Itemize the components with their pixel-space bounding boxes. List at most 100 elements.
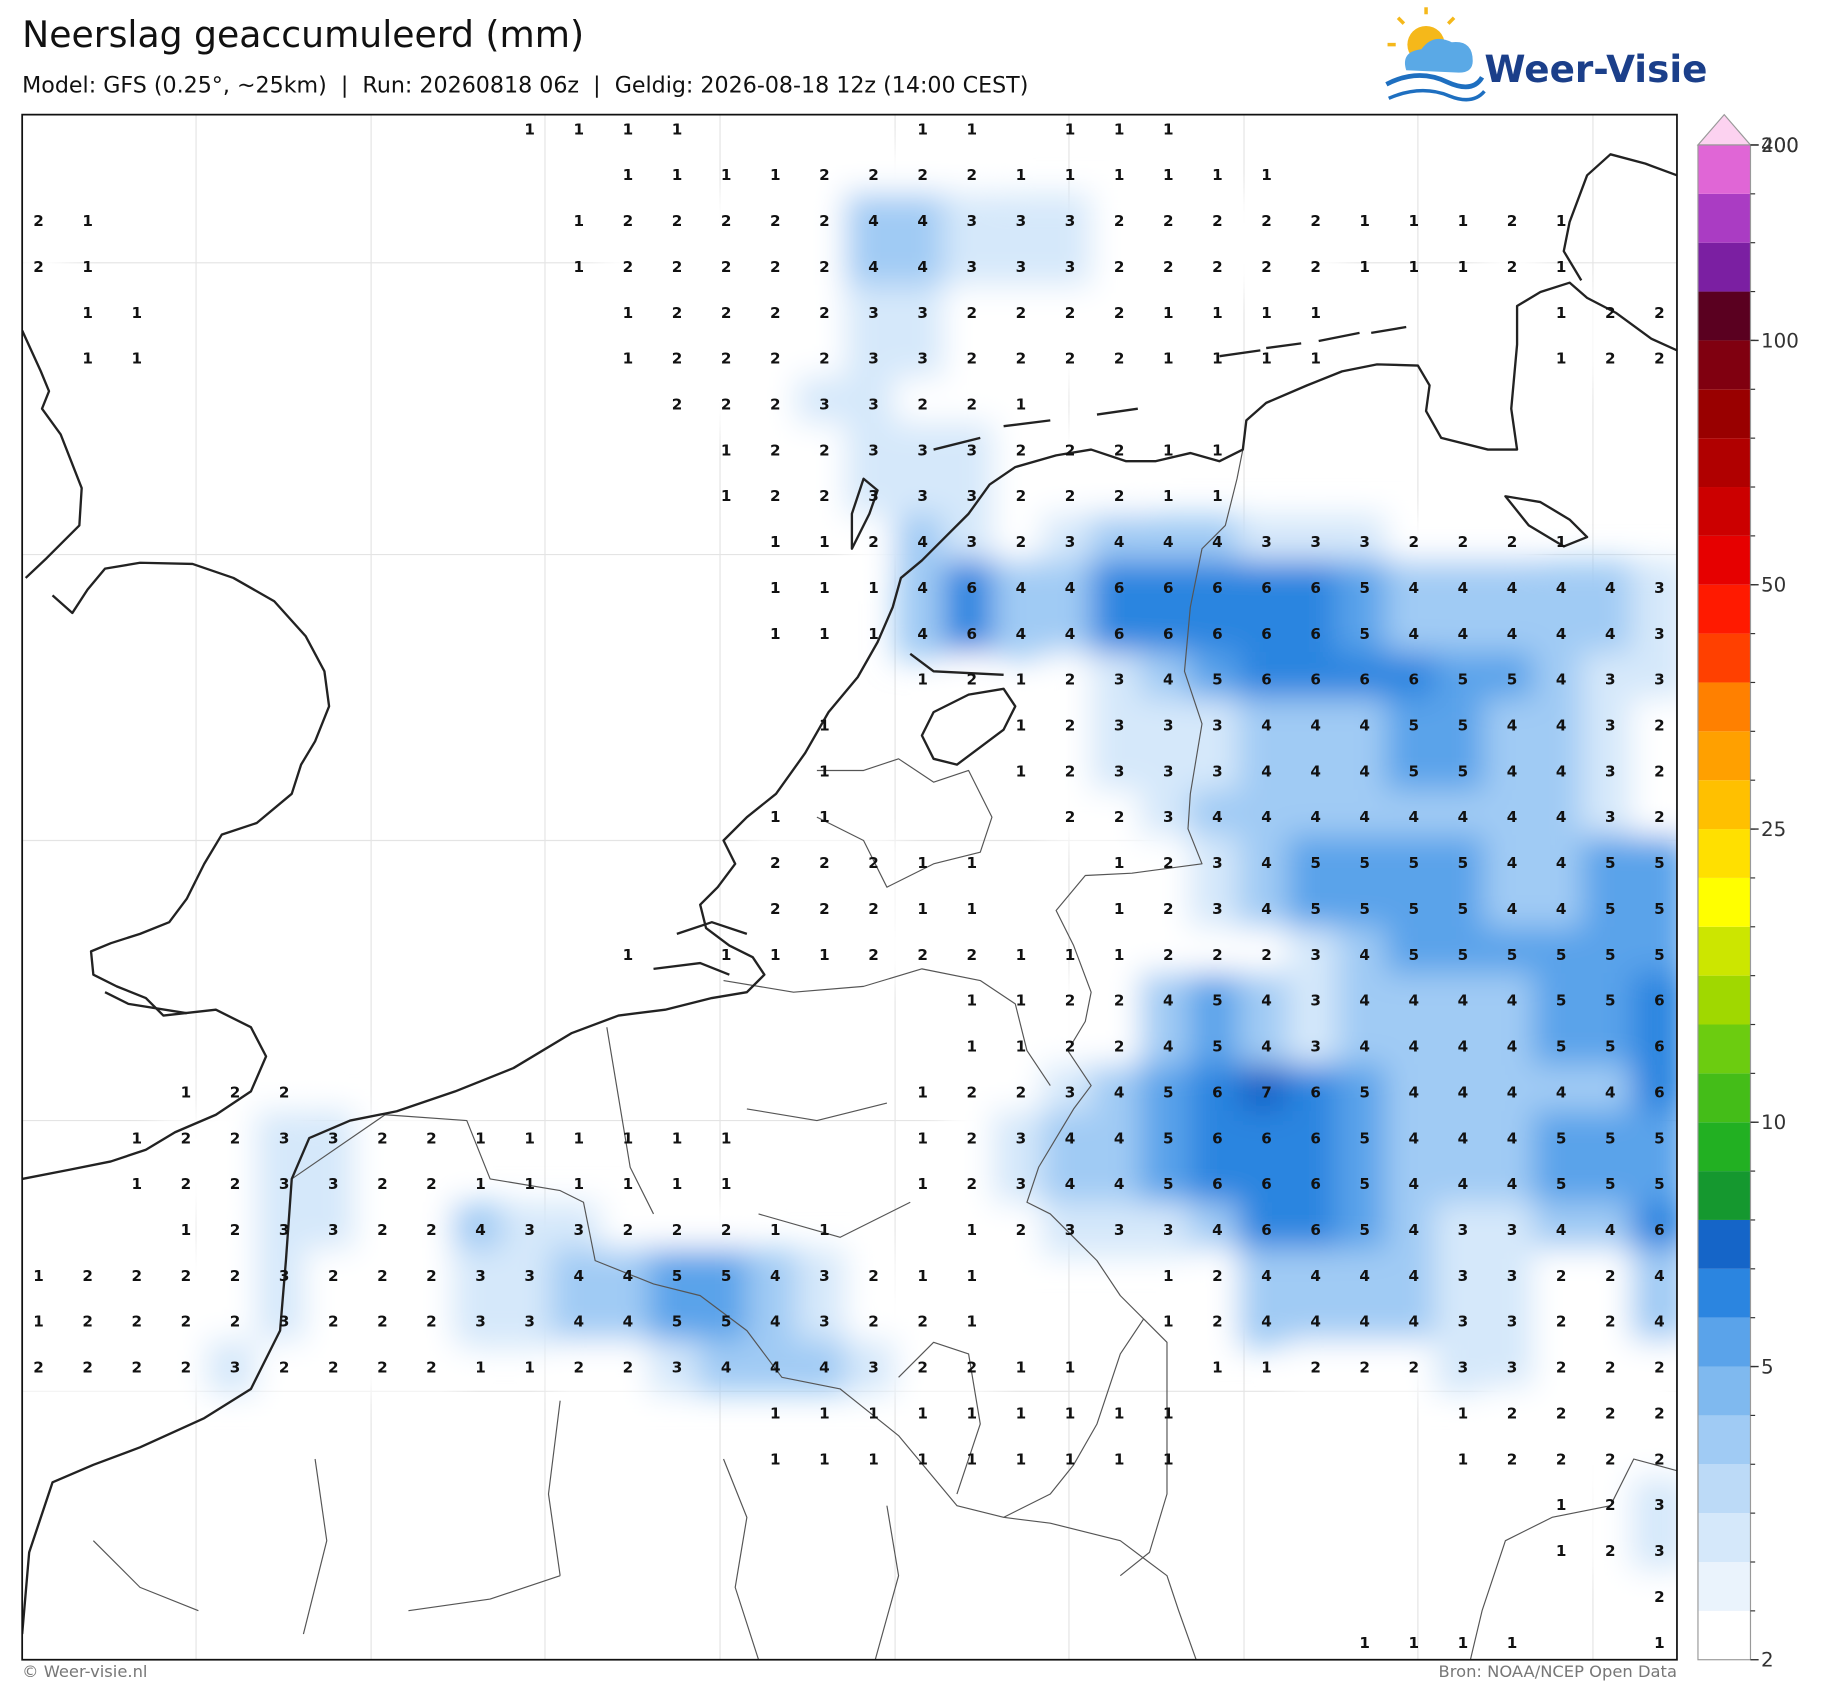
grid-value: 2: [574, 1359, 585, 1377]
precip-cell: [845, 1248, 902, 1303]
grid-value: 3: [917, 487, 928, 505]
precip-cell: [206, 1202, 263, 1257]
grid-value: 2: [770, 854, 781, 872]
grid-value: 4: [819, 1359, 830, 1377]
precip-cell: [1631, 743, 1677, 798]
grid-value: 2: [33, 258, 44, 276]
precip-cell: [1434, 514, 1491, 569]
grid-value: 2: [1065, 671, 1076, 689]
grid-value: 2: [868, 1313, 879, 1331]
grid-value: 5: [1409, 900, 1420, 918]
grid-value: 4: [1261, 854, 1272, 872]
precip-cell: [1041, 743, 1099, 798]
grid-value: 5: [1458, 946, 1469, 964]
precip-cell: [354, 1248, 411, 1303]
precip-cell: [1582, 973, 1639, 1027]
grid-value: 5: [1163, 1175, 1174, 1193]
grid-value: 4: [1261, 1267, 1272, 1285]
grid-value: 5: [1310, 854, 1321, 872]
grid-value: 4: [1507, 1083, 1518, 1101]
precip-cell: [649, 1248, 706, 1303]
precip-cell: [1140, 698, 1197, 752]
grid-value: 2: [1212, 258, 1223, 276]
precip-cell: [747, 422, 804, 477]
grid-value: 1: [770, 579, 781, 597]
grid-value: 4: [1409, 1313, 1420, 1331]
precip-cell: [992, 331, 1049, 385]
colorbar-tick-label: 25: [1761, 818, 1786, 841]
colorbar-band: [1697, 1122, 1751, 1172]
precip-cell: [1631, 1156, 1677, 1211]
precip-cell: [1091, 285, 1148, 339]
grid-value: 2: [721, 1221, 732, 1239]
grid-value: 2: [131, 1267, 142, 1285]
grid-value: 2: [181, 1313, 192, 1331]
precip-cell: [1336, 1248, 1393, 1303]
grid-value: 5: [1507, 946, 1518, 964]
grid-value: 5: [1212, 992, 1223, 1010]
precip-cell: [1091, 698, 1148, 752]
grid-value: 2: [1212, 1267, 1223, 1285]
precip-cell: [599, 1202, 656, 1257]
grid-value: 2: [1654, 1450, 1665, 1468]
precip-cell: [1238, 881, 1295, 936]
grid-value: 2: [181, 1359, 192, 1377]
precip-cell: [796, 331, 853, 385]
grid-value: 3: [1605, 717, 1616, 735]
grid-value: 2: [770, 395, 781, 413]
grid-value: 4: [1359, 1313, 1370, 1331]
precip-cell: [1533, 743, 1590, 798]
precip-cell: [747, 1248, 804, 1303]
grid-value: 2: [1114, 487, 1125, 505]
precip-cell: [1238, 789, 1295, 844]
precip-cell: [1582, 1156, 1639, 1211]
precip-cell: [22, 239, 67, 294]
precip-cell: [1582, 1340, 1639, 1394]
grid-value: 1: [1163, 120, 1174, 138]
precip-cell: [1091, 514, 1148, 569]
precip-cell: [1484, 193, 1541, 248]
grid-value: 1: [1212, 487, 1223, 505]
grid-value: 1: [819, 533, 830, 551]
grid-value: 1: [1556, 533, 1567, 551]
grid-value: 5: [1654, 946, 1665, 964]
grid-value: 2: [1114, 992, 1125, 1010]
grid-value: 2: [1654, 762, 1665, 780]
grid-value: 6: [966, 579, 977, 597]
grid-value: 2: [426, 1221, 437, 1239]
grid-value: 6: [966, 625, 977, 643]
precip-cell: [1385, 743, 1442, 798]
grid-value: 2: [1163, 900, 1174, 918]
precip-cell: [1336, 1019, 1393, 1073]
precip-cell: [1140, 1064, 1197, 1119]
grid-value: 4: [1163, 671, 1174, 689]
precip-cell: [1385, 1340, 1442, 1394]
grid-value: 3: [966, 487, 977, 505]
grid-value: 1: [1556, 258, 1567, 276]
grid-value: 1: [82, 258, 93, 276]
grid-value: 4: [917, 533, 928, 551]
precip-cell: [894, 376, 951, 431]
precip-cell: [1385, 560, 1442, 615]
precip-cell: [894, 468, 951, 523]
grid-value: 1: [1016, 1450, 1027, 1468]
precip-cell: [1434, 1156, 1491, 1211]
grid-value: 5: [672, 1313, 683, 1331]
grid-value: 1: [672, 1175, 683, 1193]
precip-cell: [1631, 1569, 1677, 1624]
precip-cell: [354, 1340, 411, 1394]
grid-value: 1: [1359, 212, 1370, 230]
precip-cell: [1582, 789, 1639, 844]
precip-cell: [845, 881, 902, 936]
grid-value: 1: [819, 625, 830, 643]
grid-value: 2: [328, 1313, 339, 1331]
precip-cell: [1238, 560, 1295, 615]
precip-cell: [1140, 743, 1197, 798]
precip-cell: [1041, 652, 1099, 706]
grid-value: 4: [1065, 1175, 1076, 1193]
grid-value: 2: [230, 1267, 241, 1285]
grid-value: 4: [917, 625, 928, 643]
precip-cell: [747, 285, 804, 339]
precip-cell: [157, 1294, 214, 1348]
precip-cell: [796, 376, 853, 431]
